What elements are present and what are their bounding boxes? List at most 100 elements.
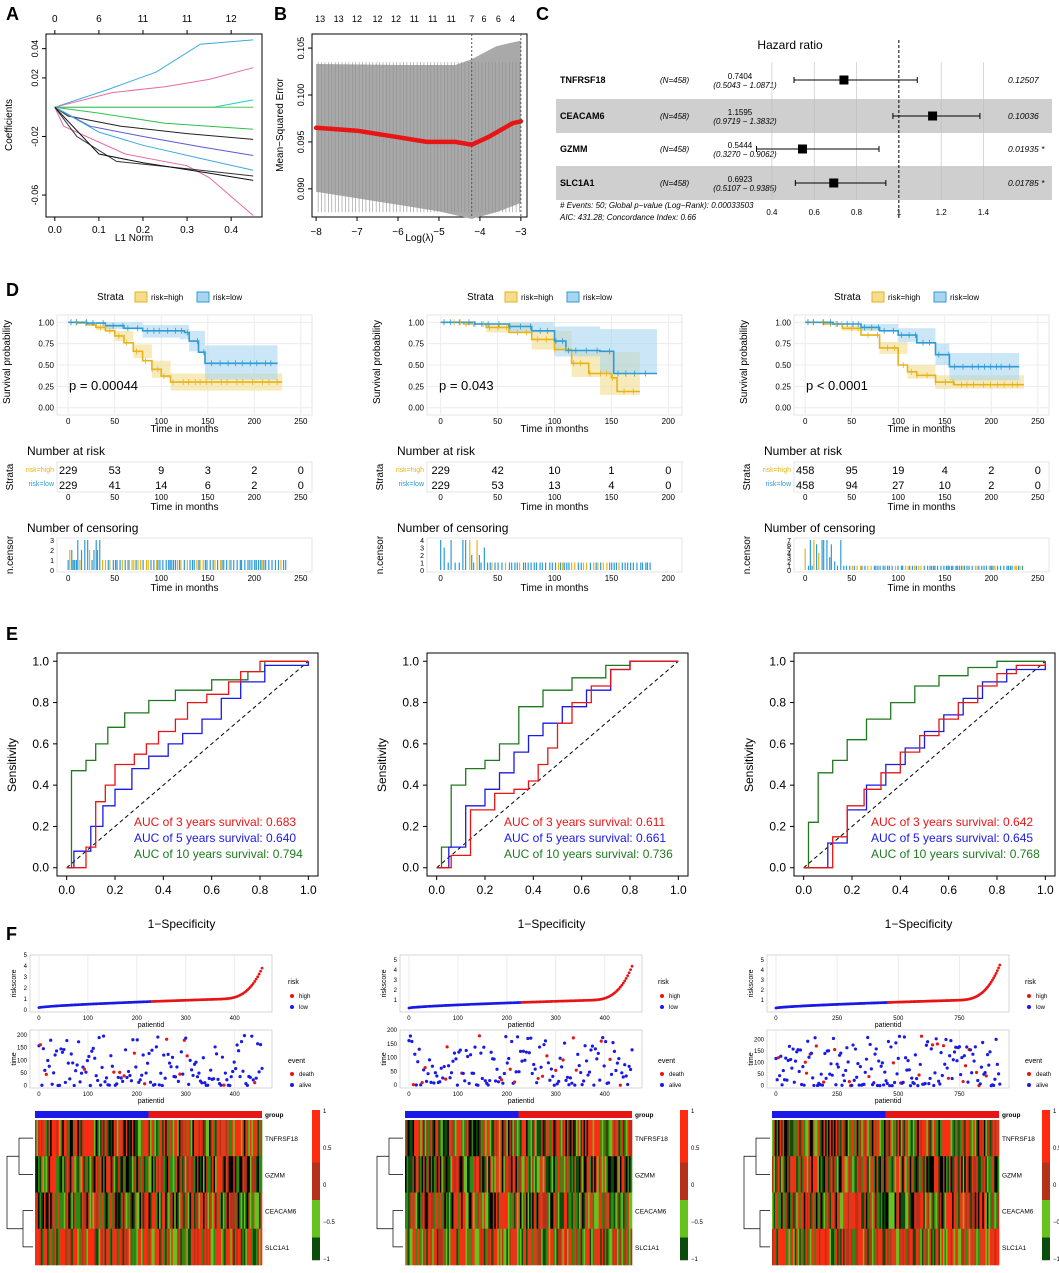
heatmap-cell — [35, 1192, 37, 1230]
heatmap-cell — [101, 1156, 104, 1193]
heatmap-cell — [545, 1228, 548, 1266]
heatmap-cell — [183, 1228, 186, 1266]
heatmap-cell — [544, 1192, 547, 1230]
x-tick-label: 0.0 — [428, 883, 445, 897]
heatmap-cell — [885, 1228, 888, 1266]
heatmap-cell — [243, 1228, 246, 1266]
time-point — [422, 1068, 426, 1072]
time-point — [96, 1078, 100, 1083]
gene-label: CEACAM6 — [265, 1209, 297, 1216]
x-axis-label: Time in months — [888, 583, 956, 594]
heatmap-cell — [566, 1228, 569, 1266]
heatmap-cell — [527, 1156, 530, 1193]
heatmap-cell — [523, 1156, 525, 1193]
heatmap-cell — [943, 1228, 945, 1266]
heatmap-cell — [532, 1156, 534, 1193]
heatmap-cell — [991, 1228, 994, 1266]
heatmap-cell — [609, 1156, 612, 1193]
heatmap-cell — [909, 1228, 912, 1266]
x-tick-label: 150 — [605, 574, 619, 583]
heatmap-cell — [231, 1156, 234, 1193]
heatmap-cell — [415, 1228, 418, 1266]
heatmap-cell — [199, 1192, 202, 1230]
risk-count-low: 53 — [491, 480, 503, 492]
heatmap-cell — [815, 1228, 818, 1266]
heatmap-cell — [187, 1192, 190, 1230]
heatmap-cell — [625, 1228, 628, 1266]
heatmap-cell — [246, 1156, 249, 1193]
color-key-label: −0.5 — [323, 1220, 336, 1226]
heatmap-cell — [779, 1228, 782, 1266]
x-tick-label: 50 — [847, 493, 856, 502]
heatmap-cell — [995, 1228, 998, 1266]
heatmap-cell — [44, 1228, 46, 1266]
heatmap-cell — [859, 1120, 862, 1157]
color-key-cell — [312, 1248, 320, 1253]
heatmap-cell — [849, 1192, 851, 1230]
time-point — [628, 1067, 633, 1072]
heatmap-cell — [47, 1120, 49, 1157]
time-point — [784, 1056, 788, 1060]
time-point — [245, 1083, 249, 1088]
time-point — [420, 1080, 424, 1085]
time-point — [100, 1065, 104, 1070]
color-key-cell — [1042, 1147, 1050, 1152]
x-tick-label: 250 — [1031, 493, 1045, 502]
heatmap-cell — [949, 1156, 951, 1193]
color-key-cell — [312, 1132, 320, 1137]
plot-frame — [29, 954, 273, 1013]
heatmap-cell — [914, 1192, 917, 1230]
heatmap-cell — [826, 1120, 829, 1157]
heatmap-cell — [234, 1192, 237, 1230]
heatmap-cell — [467, 1228, 469, 1266]
heatmap-cell — [794, 1192, 797, 1230]
time-point — [143, 1082, 147, 1086]
heatmap-cell — [215, 1120, 217, 1157]
time-point — [923, 1081, 927, 1086]
heatmap-cell — [600, 1156, 603, 1193]
x-tick-label: 100 — [892, 574, 906, 583]
heatmap-cell — [557, 1120, 560, 1157]
heatmap-cell — [417, 1192, 419, 1230]
heatmap-cell — [806, 1228, 809, 1266]
y-tick-label: 1.0 — [32, 654, 49, 668]
heatmap-cell — [119, 1120, 122, 1157]
time-point — [981, 1040, 985, 1045]
roc-curve-3y — [436, 660, 679, 869]
time-point — [863, 1070, 867, 1074]
y-tick-label: 0.4 — [769, 778, 786, 792]
heatmap-cell — [577, 1228, 580, 1266]
time-point — [797, 1069, 801, 1074]
heatmap-cell — [44, 1192, 46, 1230]
heatmap-cell — [187, 1120, 190, 1157]
heatmap-cell — [178, 1120, 181, 1157]
auc-label: AUC of 10 years survival: 0.768 — [871, 847, 1040, 861]
heatmap-cell — [988, 1156, 991, 1193]
time-point — [839, 1051, 843, 1055]
time-point — [568, 1076, 573, 1080]
heatmap-cell — [943, 1120, 945, 1157]
heatmap-cell — [236, 1120, 239, 1157]
heatmap-cell — [462, 1120, 465, 1157]
heatmap-cell — [60, 1120, 63, 1157]
y-tick-label: 0.75 — [408, 340, 424, 349]
heatmap-cell — [630, 1156, 633, 1193]
heatmap-cell — [507, 1156, 510, 1193]
heatmap-cell — [538, 1120, 540, 1157]
time-point — [826, 1049, 831, 1053]
x-tick-label: 0.0 — [58, 883, 75, 897]
heatmap-cell — [967, 1156, 970, 1193]
plot-frame — [399, 1029, 643, 1089]
heatmap-cell — [51, 1192, 54, 1230]
heatmap-cell — [433, 1120, 436, 1157]
heatmap-cell — [853, 1156, 856, 1193]
heatmap-cell — [418, 1192, 421, 1230]
heatmap-cell — [874, 1192, 877, 1230]
heatmap-cell — [136, 1192, 139, 1230]
heatmap-cell — [159, 1228, 161, 1266]
color-key-cell — [680, 1151, 688, 1156]
heatmap-cell — [622, 1192, 625, 1230]
color-key-cell — [312, 1162, 320, 1167]
heatmap-cell — [154, 1156, 157, 1193]
heatmap-cell — [930, 1192, 933, 1230]
